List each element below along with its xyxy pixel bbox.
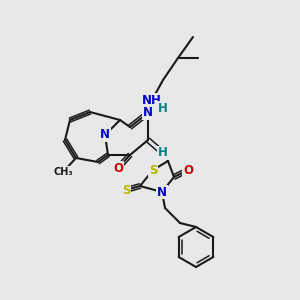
- Text: S: S: [149, 164, 157, 176]
- Text: O: O: [113, 161, 123, 175]
- Text: N: N: [143, 106, 153, 119]
- Text: N: N: [157, 185, 167, 199]
- Text: S: S: [122, 184, 130, 196]
- Text: NH: NH: [142, 94, 162, 106]
- Text: O: O: [183, 164, 193, 176]
- Text: N: N: [100, 128, 110, 142]
- Text: CH₃: CH₃: [53, 167, 73, 177]
- Text: H: H: [158, 101, 168, 115]
- Text: H: H: [158, 146, 168, 160]
